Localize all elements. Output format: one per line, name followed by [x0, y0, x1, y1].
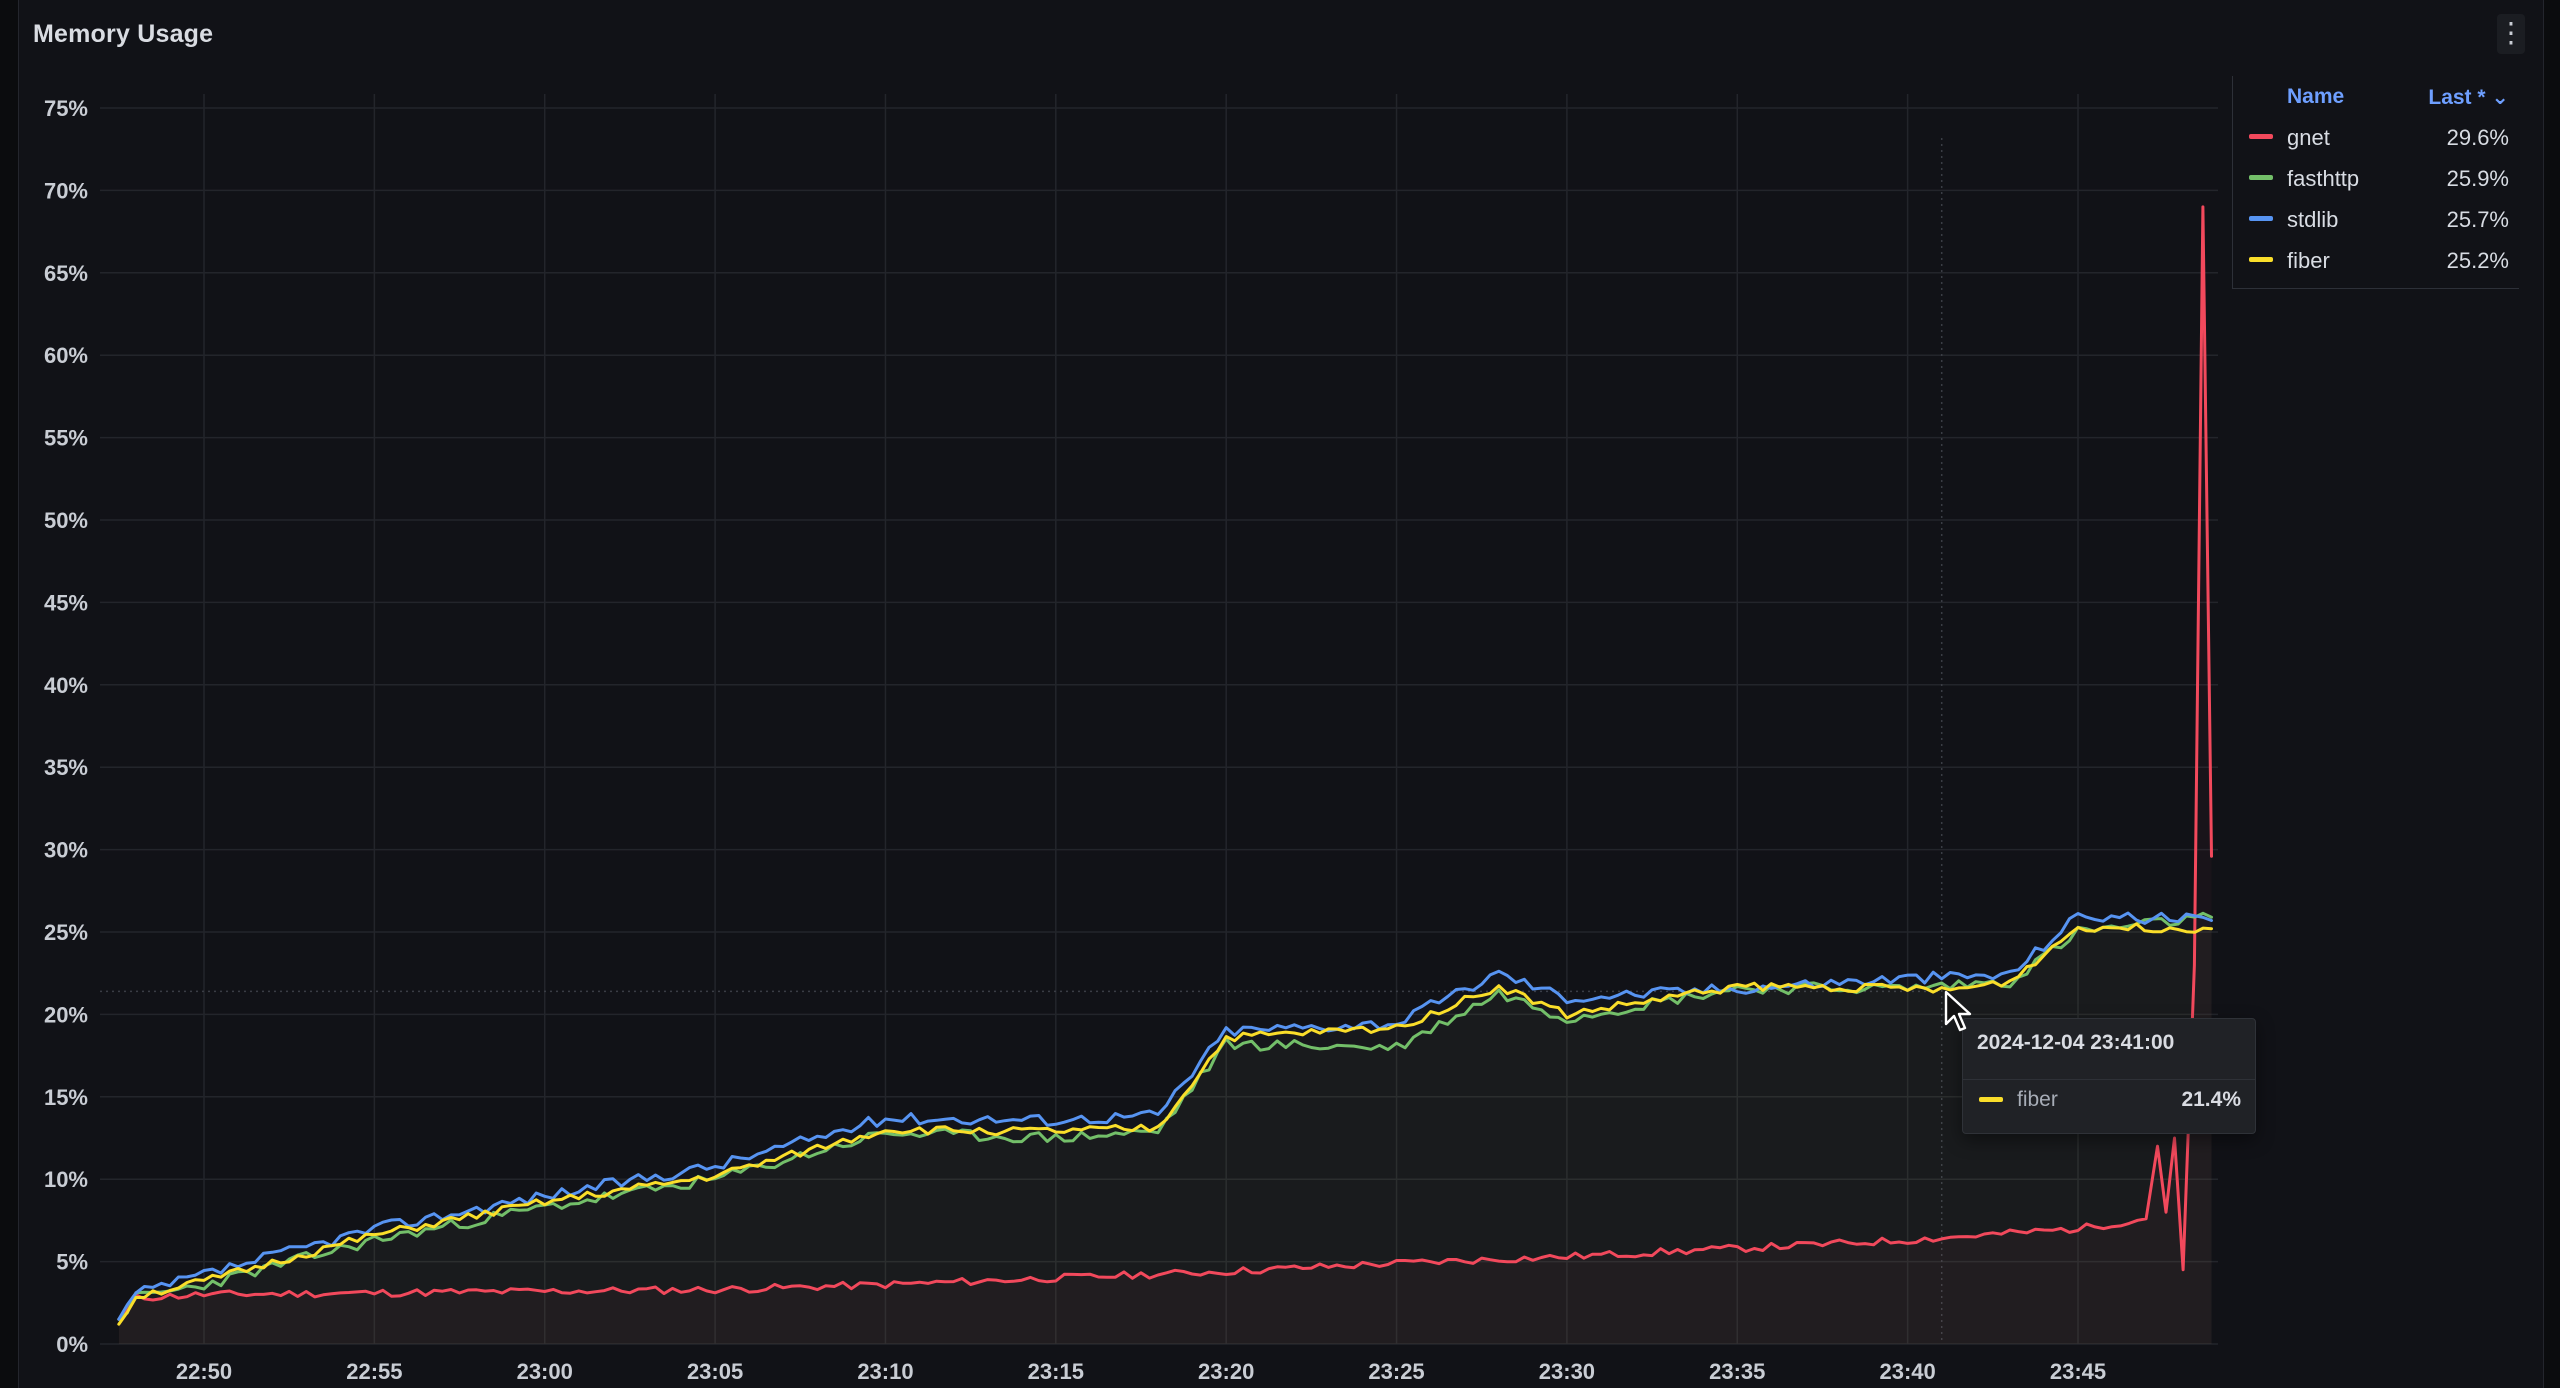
tooltip-series-value: 21.4% [2181, 1088, 2241, 1111]
legend-item-stdlib[interactable]: stdlib 25.7% [2233, 200, 2519, 240]
tooltip-timestamp: 2024-12-04 23:41:00 [1977, 1031, 2175, 1054]
axis-ticks: 0% 5% 10% 15% 20% 25% 30% 35% 40% 45% 50% 55% 60% 65%… [44, 96, 2106, 1384]
x-tick-label: 22:55 [346, 1359, 402, 1384]
y-tick-label: 45% [44, 590, 88, 615]
legend-label: stdlib [2287, 207, 2339, 232]
y-tick-label: 35% [44, 755, 88, 780]
y-tick-label: 10% [44, 1167, 88, 1192]
y-tick-label: 40% [44, 673, 88, 698]
legend-table: Name Last * ⌄ gnet 29.6% fasthttp 25.9% … [2232, 76, 2519, 289]
series-line-gnet [117, 205, 2213, 1321]
series-line-fiber [117, 922, 2213, 1326]
legend-swatch [2249, 175, 2273, 180]
legend-item-gnet[interactable]: gnet 29.6% [2233, 118, 2519, 158]
hover-crosshair [100, 138, 1943, 1344]
tooltip-series-name: fiber [2017, 1088, 2058, 1111]
y-tick-label: 20% [44, 1002, 88, 1027]
x-tick-label: 23:40 [1879, 1359, 1935, 1384]
legend-item-fiber[interactable]: fiber 25.2% [2233, 241, 2519, 281]
legend-swatch [2249, 216, 2273, 221]
y-tick-label: 15% [44, 1085, 88, 1110]
series-fill [118, 206, 2212, 1344]
hover-tooltip: 2024-12-04 23:41:00 fiber 21.4% [1962, 1018, 2256, 1134]
x-tick-label: 23:25 [1368, 1359, 1424, 1384]
legend-value: 25.7% [2446, 207, 2509, 232]
x-tick-label: 23:15 [1028, 1359, 1084, 1384]
vertical-ellipsis-icon[interactable]: ⋮ [2497, 14, 2525, 54]
y-tick-label: 25% [44, 920, 88, 945]
x-tick-label: 23:00 [517, 1359, 573, 1384]
x-tick-label: 23:20 [1198, 1359, 1254, 1384]
y-tick-label: 65% [44, 261, 88, 286]
legend-label: gnet [2287, 125, 2330, 150]
chart-grid [100, 94, 2218, 1345]
legend-label: fiber [2287, 248, 2330, 273]
x-tick-label: 23:05 [687, 1359, 743, 1384]
legend-swatch [2249, 134, 2273, 139]
series-lines [117, 205, 2213, 1326]
y-tick-label: 30% [44, 838, 88, 863]
legend-value: 25.9% [2446, 166, 2509, 191]
x-tick-label: 23:45 [2050, 1359, 2106, 1384]
legend-value: 25.2% [2446, 248, 2509, 273]
x-tick-label: 22:50 [176, 1359, 232, 1384]
panel-header: Memory Usage ⋮ [19, 0, 2543, 68]
x-tick-label: 23:35 [1709, 1359, 1765, 1384]
mouse-pointer-icon [1944, 990, 1972, 1032]
x-tick-label: 23:10 [857, 1359, 913, 1384]
y-tick-label: 75% [44, 96, 88, 121]
legend-swatch [2249, 257, 2273, 262]
legend-item-fasthttp[interactable]: fasthttp 25.9% [2233, 159, 2519, 199]
y-tick-label: 55% [44, 426, 88, 451]
tooltip-swatch [1979, 1097, 2003, 1102]
memory-usage-panel: Memory Usage ⋮ [18, 0, 2544, 1388]
y-tick-label: 5% [56, 1250, 88, 1275]
tooltip-row: fiber 21.4% [1963, 1079, 2255, 1120]
y-tick-label: 70% [44, 178, 88, 203]
legend-name-header[interactable]: Name [2287, 85, 2345, 108]
panel-title: Memory Usage [33, 20, 214, 48]
y-tick-label: 60% [44, 343, 88, 368]
x-tick-label: 23:30 [1539, 1359, 1595, 1384]
legend-last-header[interactable]: Last * ⌄ [2428, 86, 2509, 109]
legend-value: 29.6% [2446, 125, 2509, 150]
legend-header: Name Last * ⌄ [2233, 76, 2519, 118]
y-tick-label: 0% [56, 1332, 88, 1357]
y-tick-label: 50% [44, 508, 88, 533]
legend-label: fasthttp [2287, 166, 2360, 191]
